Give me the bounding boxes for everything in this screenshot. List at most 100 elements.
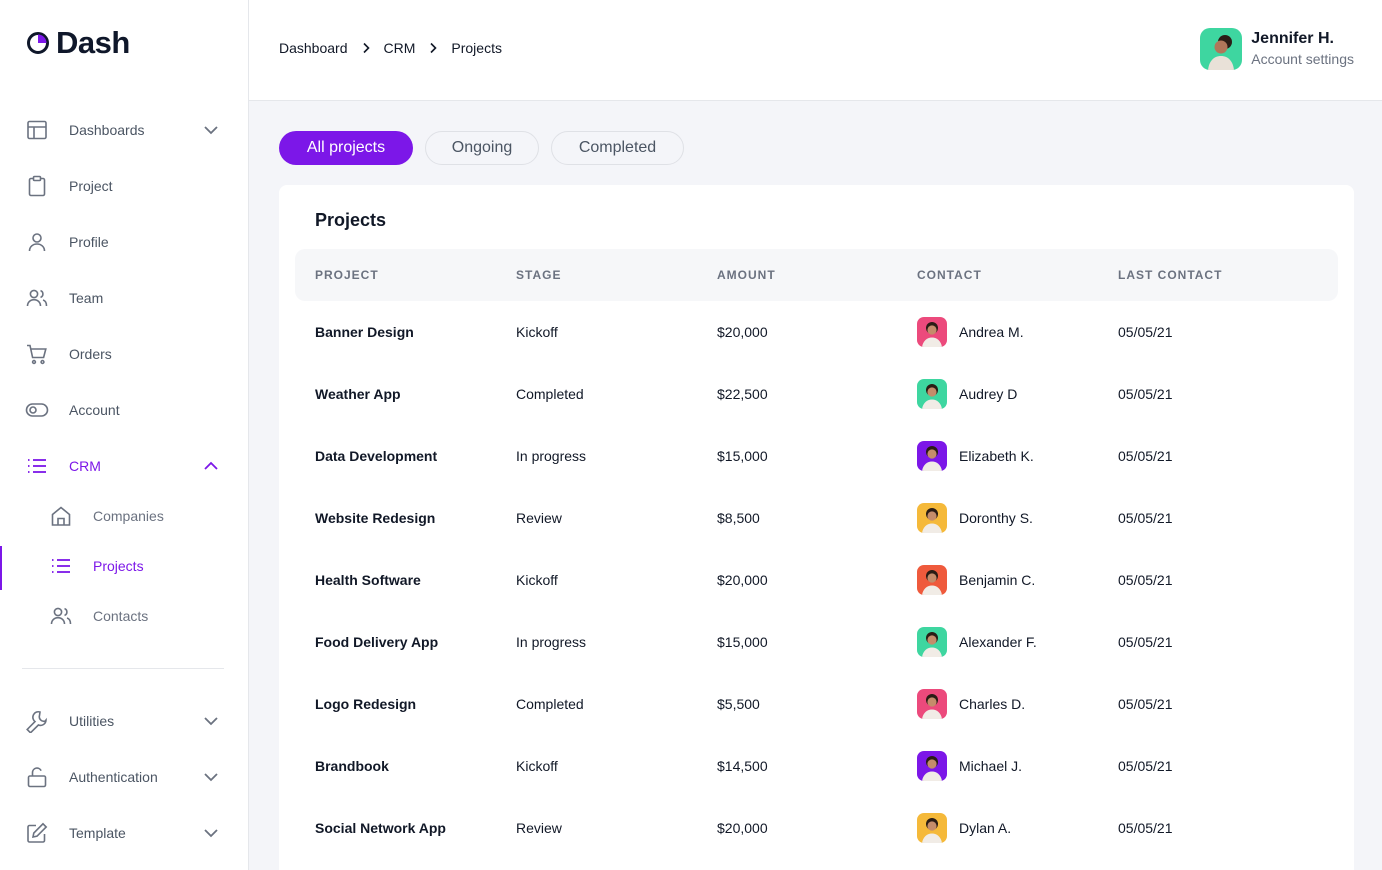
sidebar-item-authentication[interactable]: Authentication — [0, 757, 248, 797]
chevron-down-icon[interactable] — [201, 711, 221, 731]
sidebar-item-label: Profile — [69, 234, 109, 250]
sidebar-item-profile[interactable]: Profile — [0, 222, 248, 262]
edit-icon — [24, 820, 50, 846]
cell-project: Social Network App — [315, 820, 446, 836]
column-header-contact[interactable]: CONTACT — [917, 268, 982, 282]
list-icon — [24, 453, 50, 479]
chevron-down-icon[interactable] — [201, 767, 221, 787]
home-icon — [48, 503, 74, 529]
chevron-down-icon[interactable] — [201, 823, 221, 843]
sidebar-subitem-label: Companies — [93, 508, 164, 524]
cell-stage: Completed — [516, 696, 584, 712]
sidebar-item-label: Dashboards — [69, 122, 145, 138]
cell-project: Website Redesign — [315, 510, 436, 526]
sidebar-item-dashboards[interactable]: Dashboards — [0, 110, 248, 150]
cell-contact[interactable]: Elizabeth K. — [917, 425, 1034, 487]
cell-stage: Review — [516, 820, 562, 836]
cell-stage: In progress — [516, 448, 587, 464]
toggle-icon — [24, 397, 50, 423]
tab-completed[interactable]: Completed — [551, 131, 684, 165]
contact-name: Alexander F. — [959, 634, 1037, 650]
sidebar-item-account[interactable]: Account — [0, 390, 248, 430]
contact-name: Michael J. — [959, 758, 1023, 774]
cell-contact[interactable]: Alexander F. — [917, 611, 1037, 673]
avatar — [917, 379, 947, 409]
cell-contact[interactable]: Charles D. — [917, 673, 1025, 735]
cell-project: Data Development — [315, 448, 438, 464]
users-icon — [48, 603, 74, 629]
column-header-project[interactable]: PROJECT — [315, 268, 379, 282]
table-row[interactable]: Brandbook Kickoff $14,500 Michael J. 05/05/2… — [279, 735, 1354, 797]
logo-icon — [27, 32, 49, 54]
cell-project: Logo Redesign — [315, 696, 417, 712]
cell-contact[interactable]: Dylan A. — [917, 797, 1011, 859]
contact-name: Doronthy S. — [959, 510, 1033, 526]
avatar — [917, 565, 947, 595]
cell-project: Banner Design — [315, 324, 414, 340]
account-settings-link[interactable]: Account settings — [1251, 51, 1354, 67]
table-row[interactable]: Website Redesign Review $8,500 Doronthy S. 0… — [279, 487, 1354, 549]
cart-icon — [24, 341, 50, 367]
table-row[interactable]: Weather App Completed $22,500 Audrey D 05/05… — [279, 363, 1354, 425]
tab-ongoing[interactable]: Ongoing — [425, 131, 539, 165]
sidebar-item-orders[interactable]: Orders — [0, 334, 248, 374]
cell-last-contact: 05/05/21 — [1118, 634, 1173, 650]
cell-last-contact: 05/05/21 — [1118, 758, 1173, 774]
cell-project: Health Software — [315, 572, 421, 588]
sidebar-item-label: Utilities — [69, 713, 115, 729]
chevron-down-icon[interactable] — [201, 120, 221, 140]
sidebar-subitem-label: Projects — [93, 558, 144, 574]
table-row[interactable]: Social Network App Review $20,000 Dylan A. 0… — [279, 797, 1354, 859]
sidebar-subitem-contacts[interactable]: Contacts — [0, 596, 248, 636]
sidebar-item-label: Orders — [69, 346, 112, 362]
avatar — [1200, 28, 1243, 70]
user-menu[interactable]: Jennifer H. Account settings — [1200, 27, 1354, 71]
chevron-right-icon — [430, 42, 438, 54]
sidebar-item-label: CRM — [69, 458, 101, 474]
cell-amount: $14,500 — [717, 758, 768, 774]
sidebar-item-utilities[interactable]: Utilities — [0, 701, 248, 741]
list-icon — [48, 553, 74, 579]
cell-stage: Kickoff — [516, 324, 558, 340]
table-row[interactable]: Health Software Kickoff $20,000 Benjamin C.… — [279, 549, 1354, 611]
sidebar-item-label: Template — [69, 825, 126, 841]
sidebar-subitem-projects[interactable]: Projects — [0, 546, 248, 590]
column-header-stage[interactable]: STAGE — [516, 268, 562, 282]
clipboard-icon — [24, 173, 50, 199]
cell-contact[interactable]: Doronthy S. — [917, 487, 1033, 549]
table-header: PROJECT STAGE AMOUNT CONTACT LAST CONTAC… — [295, 249, 1338, 301]
avatar — [917, 317, 947, 347]
chevron-up-icon[interactable] — [201, 456, 221, 476]
column-header-last-contact[interactable]: LAST CONTACT — [1118, 268, 1223, 282]
sidebar-item-template[interactable]: Template — [0, 813, 248, 853]
layout-icon — [24, 117, 50, 143]
tab-all-projects[interactable]: All projects — [279, 131, 413, 165]
sidebar-divider — [22, 668, 224, 669]
sidebar-item-label: Team — [69, 290, 104, 306]
sidebar-item-team[interactable]: Team — [0, 278, 248, 318]
cell-contact[interactable]: Michael J. — [917, 735, 1022, 797]
sidebar-subitem-companies[interactable]: Companies — [0, 496, 248, 536]
table-row[interactable]: Data Development In progress $15,000 Elizab… — [279, 425, 1354, 487]
top-header: Dashboard CRM Projects Jennifer H. Accou… — [249, 0, 1382, 101]
breadcrumb-dashboard[interactable]: Dashboard — [279, 40, 348, 56]
cell-last-contact: 05/05/21 — [1118, 572, 1173, 588]
avatar — [917, 813, 947, 843]
column-header-amount[interactable]: AMOUNT — [717, 268, 776, 282]
sidebar: Dash Dashboards Project Profile Team Ord… — [0, 0, 249, 870]
breadcrumb-crm[interactable]: CRM — [383, 40, 416, 56]
cell-amount: $22,500 — [717, 386, 768, 402]
cell-last-contact: 05/05/21 — [1118, 696, 1173, 712]
contact-name: Benjamin C. — [959, 572, 1036, 588]
table-row[interactable]: Food Delivery App In progress $15,000 Alexa… — [279, 611, 1354, 673]
table-row[interactable]: Logo Redesign Completed $5,500 Charles D. 05… — [279, 673, 1354, 735]
wrench-icon — [24, 708, 50, 734]
cell-contact[interactable]: Audrey D — [917, 363, 1017, 425]
app-logo[interactable]: Dash — [26, 25, 130, 60]
sidebar-item-project[interactable]: Project — [0, 166, 248, 206]
cell-contact[interactable]: Andrea M. — [917, 301, 1024, 363]
cell-contact[interactable]: Benjamin C. — [917, 549, 1035, 611]
user-icon — [24, 229, 50, 255]
sidebar-item-crm[interactable]: CRM — [0, 446, 248, 486]
table-row[interactable]: Banner Design Kickoff $20,000 Andrea M. 05/0… — [279, 301, 1354, 363]
